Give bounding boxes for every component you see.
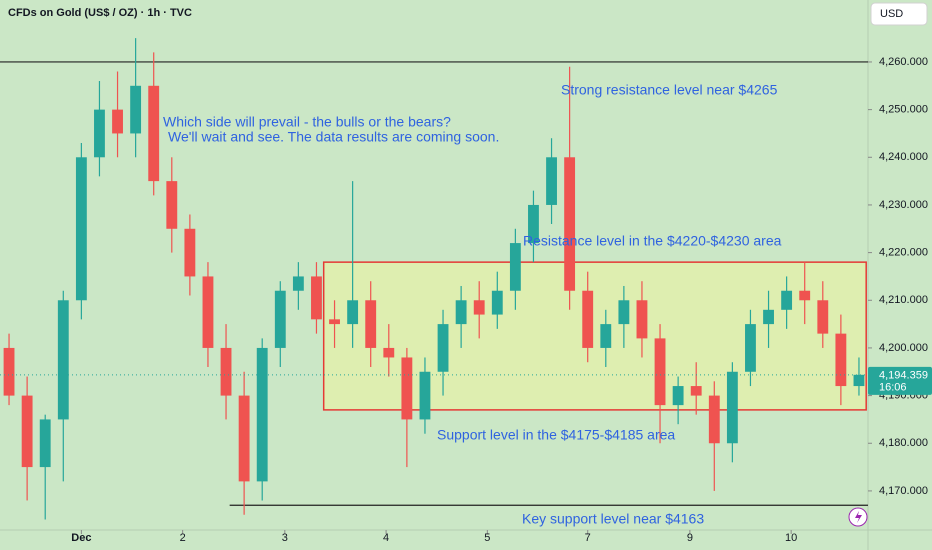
x-tick-label: 2 [180, 532, 186, 544]
x-tick-label: 5 [484, 532, 490, 544]
candle-body [708, 395, 720, 444]
annotation: Strong resistance level near $4265 [561, 82, 778, 98]
candle-body [94, 109, 105, 158]
candle-body [636, 300, 648, 339]
candle-body [690, 386, 702, 396]
y-tick-label: 4,210.000 [879, 294, 928, 306]
candle-body [112, 109, 123, 134]
y-tick-label: 4,220.000 [879, 247, 928, 259]
candle-body [853, 374, 865, 387]
candle-body [365, 300, 377, 348]
candle-body [39, 419, 51, 468]
candle-body [726, 371, 738, 444]
candle-body [835, 333, 847, 387]
last-price-label: 4,194.359 [879, 370, 928, 382]
candle-body [220, 347, 232, 396]
candle-body [401, 357, 413, 420]
candle-body [75, 157, 87, 301]
candle-body [292, 276, 304, 291]
x-tick-label: 9 [687, 532, 693, 544]
candle-body [618, 300, 630, 325]
candle-body [564, 157, 576, 291]
x-tick-label: 3 [282, 532, 288, 544]
currency-button[interactable] [870, 2, 928, 26]
candle-body [473, 300, 485, 315]
y-tick-label: 4,170.000 [879, 485, 928, 497]
chart-title: CFDs on Gold (US$ / OZ) · 1h · TVC [8, 7, 192, 19]
candle-body [130, 85, 142, 134]
candle-body [528, 204, 539, 244]
x-tick-label: 7 [585, 532, 591, 544]
y-tick-label: 4,180.000 [879, 437, 928, 449]
candle-body [347, 300, 359, 325]
candle-body [546, 157, 557, 205]
y-tick-label: 4,200.000 [879, 342, 928, 354]
candle-body [311, 276, 322, 320]
x-tick-label: 4 [383, 532, 389, 544]
candle-body [21, 395, 33, 468]
annotation: Key support level near $4163 [522, 511, 704, 527]
annotation: Which side will prevail - the bulls or t… [163, 114, 451, 130]
y-tick-label: 4,260.000 [879, 56, 928, 68]
candle-body [491, 290, 503, 315]
annotation: Support level in the $4175-$4185 area [437, 427, 675, 443]
last-price-box [868, 366, 932, 395]
candle-body [148, 85, 160, 182]
alert-bolt [855, 511, 862, 523]
candle-body [437, 324, 449, 372]
countdown-label: 16:06 [879, 382, 907, 394]
candle-body [166, 181, 178, 229]
y-tick-label: 4,230.000 [879, 199, 928, 211]
candle-body [582, 290, 594, 348]
y-tick-label: 4,250.000 [879, 104, 928, 116]
candle-body [238, 395, 250, 482]
y-tick-label: 4,240.000 [879, 151, 928, 163]
candle-body [654, 338, 666, 406]
candle-body [57, 300, 69, 420]
candle-body [274, 290, 286, 348]
annotation: We'll wait and see. The data results are… [168, 129, 499, 145]
candle-body [419, 371, 431, 420]
candle-body [256, 347, 268, 482]
candle-body [763, 309, 774, 325]
candle-body [509, 243, 521, 291]
candle-body [600, 324, 612, 348]
annotation: Resistance level in the $4220-$4230 area [523, 233, 782, 249]
currency-label[interactable]: USD [880, 8, 903, 20]
candle-body [202, 276, 214, 348]
candle-body [672, 386, 684, 406]
candle-body [817, 300, 829, 334]
candle-body [745, 324, 756, 372]
candle-body [184, 228, 196, 277]
candle-body [329, 319, 340, 325]
x-tick-label: Dec [71, 532, 91, 544]
x-tick-label: 10 [785, 532, 797, 544]
candle-body [455, 300, 467, 325]
candle-body [799, 290, 811, 301]
candle-body [3, 347, 15, 396]
candle-body [383, 347, 395, 358]
range-zone [322, 261, 867, 411]
candle-body [781, 290, 793, 310]
